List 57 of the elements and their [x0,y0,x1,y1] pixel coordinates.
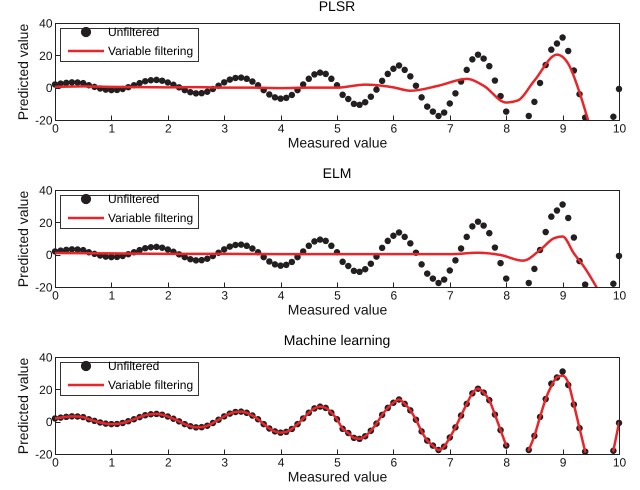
x-tick-label: 5 [334,456,342,470]
x-tick-label: 2 [164,288,172,302]
chart-title: ELM [322,165,352,181]
y-tick-label: -20 [35,280,53,294]
x-tick-label: 1 [108,288,116,302]
x-tick-label: 5 [334,288,342,302]
legend-label: Variable filtering [108,211,194,225]
x-tick-label: 3 [221,122,228,136]
x-tick-label: 7 [446,456,454,470]
x-tick-label: 2 [164,122,172,136]
y-tick-label: 20 [39,382,53,397]
x-axis-title: Measured value [288,302,388,318]
y-tick-label: 20 [39,216,53,230]
y-tick-label: -20 [35,114,53,128]
x-axis-title: Measured value [288,134,388,150]
legend-label: Variable filtering [108,378,194,392]
y-tick-label: 40 [39,350,53,364]
legend-label: Unfiltered [108,25,160,39]
legend-label: Variable filtering [108,44,194,58]
x-tick-label: 4 [278,288,285,302]
x-tick-label: 10 [612,122,626,136]
y-axis-title: Predicted value [15,190,32,288]
y-tick-label: 0 [46,415,53,430]
x-tick-label: 10 [612,288,626,302]
y-tick-label: 20 [39,48,53,63]
y-tick-label: 40 [39,184,53,198]
x-tick-label: 10 [612,456,626,470]
chart-title: Machine learning [284,332,390,348]
x-tick-label: 4 [278,122,285,136]
y-tick-label: 40 [39,16,53,30]
x-tick-label: 5 [334,122,342,136]
legend-label: Unfiltered [108,192,160,206]
x-tick-label: 6 [390,122,398,136]
x-tick-label: 8 [503,122,510,136]
y-tick-label: 0 [46,81,53,96]
x-tick-label: 1 [108,122,116,136]
x-tick-label: 9 [560,122,567,136]
x-tick-label: 9 [560,288,567,302]
legend-label: Unfiltered [108,359,160,373]
x-tick-label: 1 [108,456,116,470]
x-tick-label: 8 [503,288,510,302]
chart-title: PLSR [318,0,356,14]
x-tick-label: 7 [446,288,454,302]
x-tick-label: 7 [446,122,454,136]
x-tick-label: 3 [221,288,228,302]
x-tick-label: 2 [164,456,172,470]
y-axis-title: Predicted value [15,24,32,120]
y-axis-title: Predicted value [15,358,32,454]
x-tick-label: 8 [503,456,510,470]
x-axis-title: Measured value [288,468,388,484]
y-tick-label: -20 [35,448,53,462]
x-tick-label: 4 [278,456,285,470]
y-tick-label: 0 [46,248,53,262]
x-tick-label: 6 [390,288,398,302]
x-tick-label: 9 [560,456,567,470]
x-tick-label: 6 [390,456,398,470]
x-tick-label: 3 [221,456,228,470]
